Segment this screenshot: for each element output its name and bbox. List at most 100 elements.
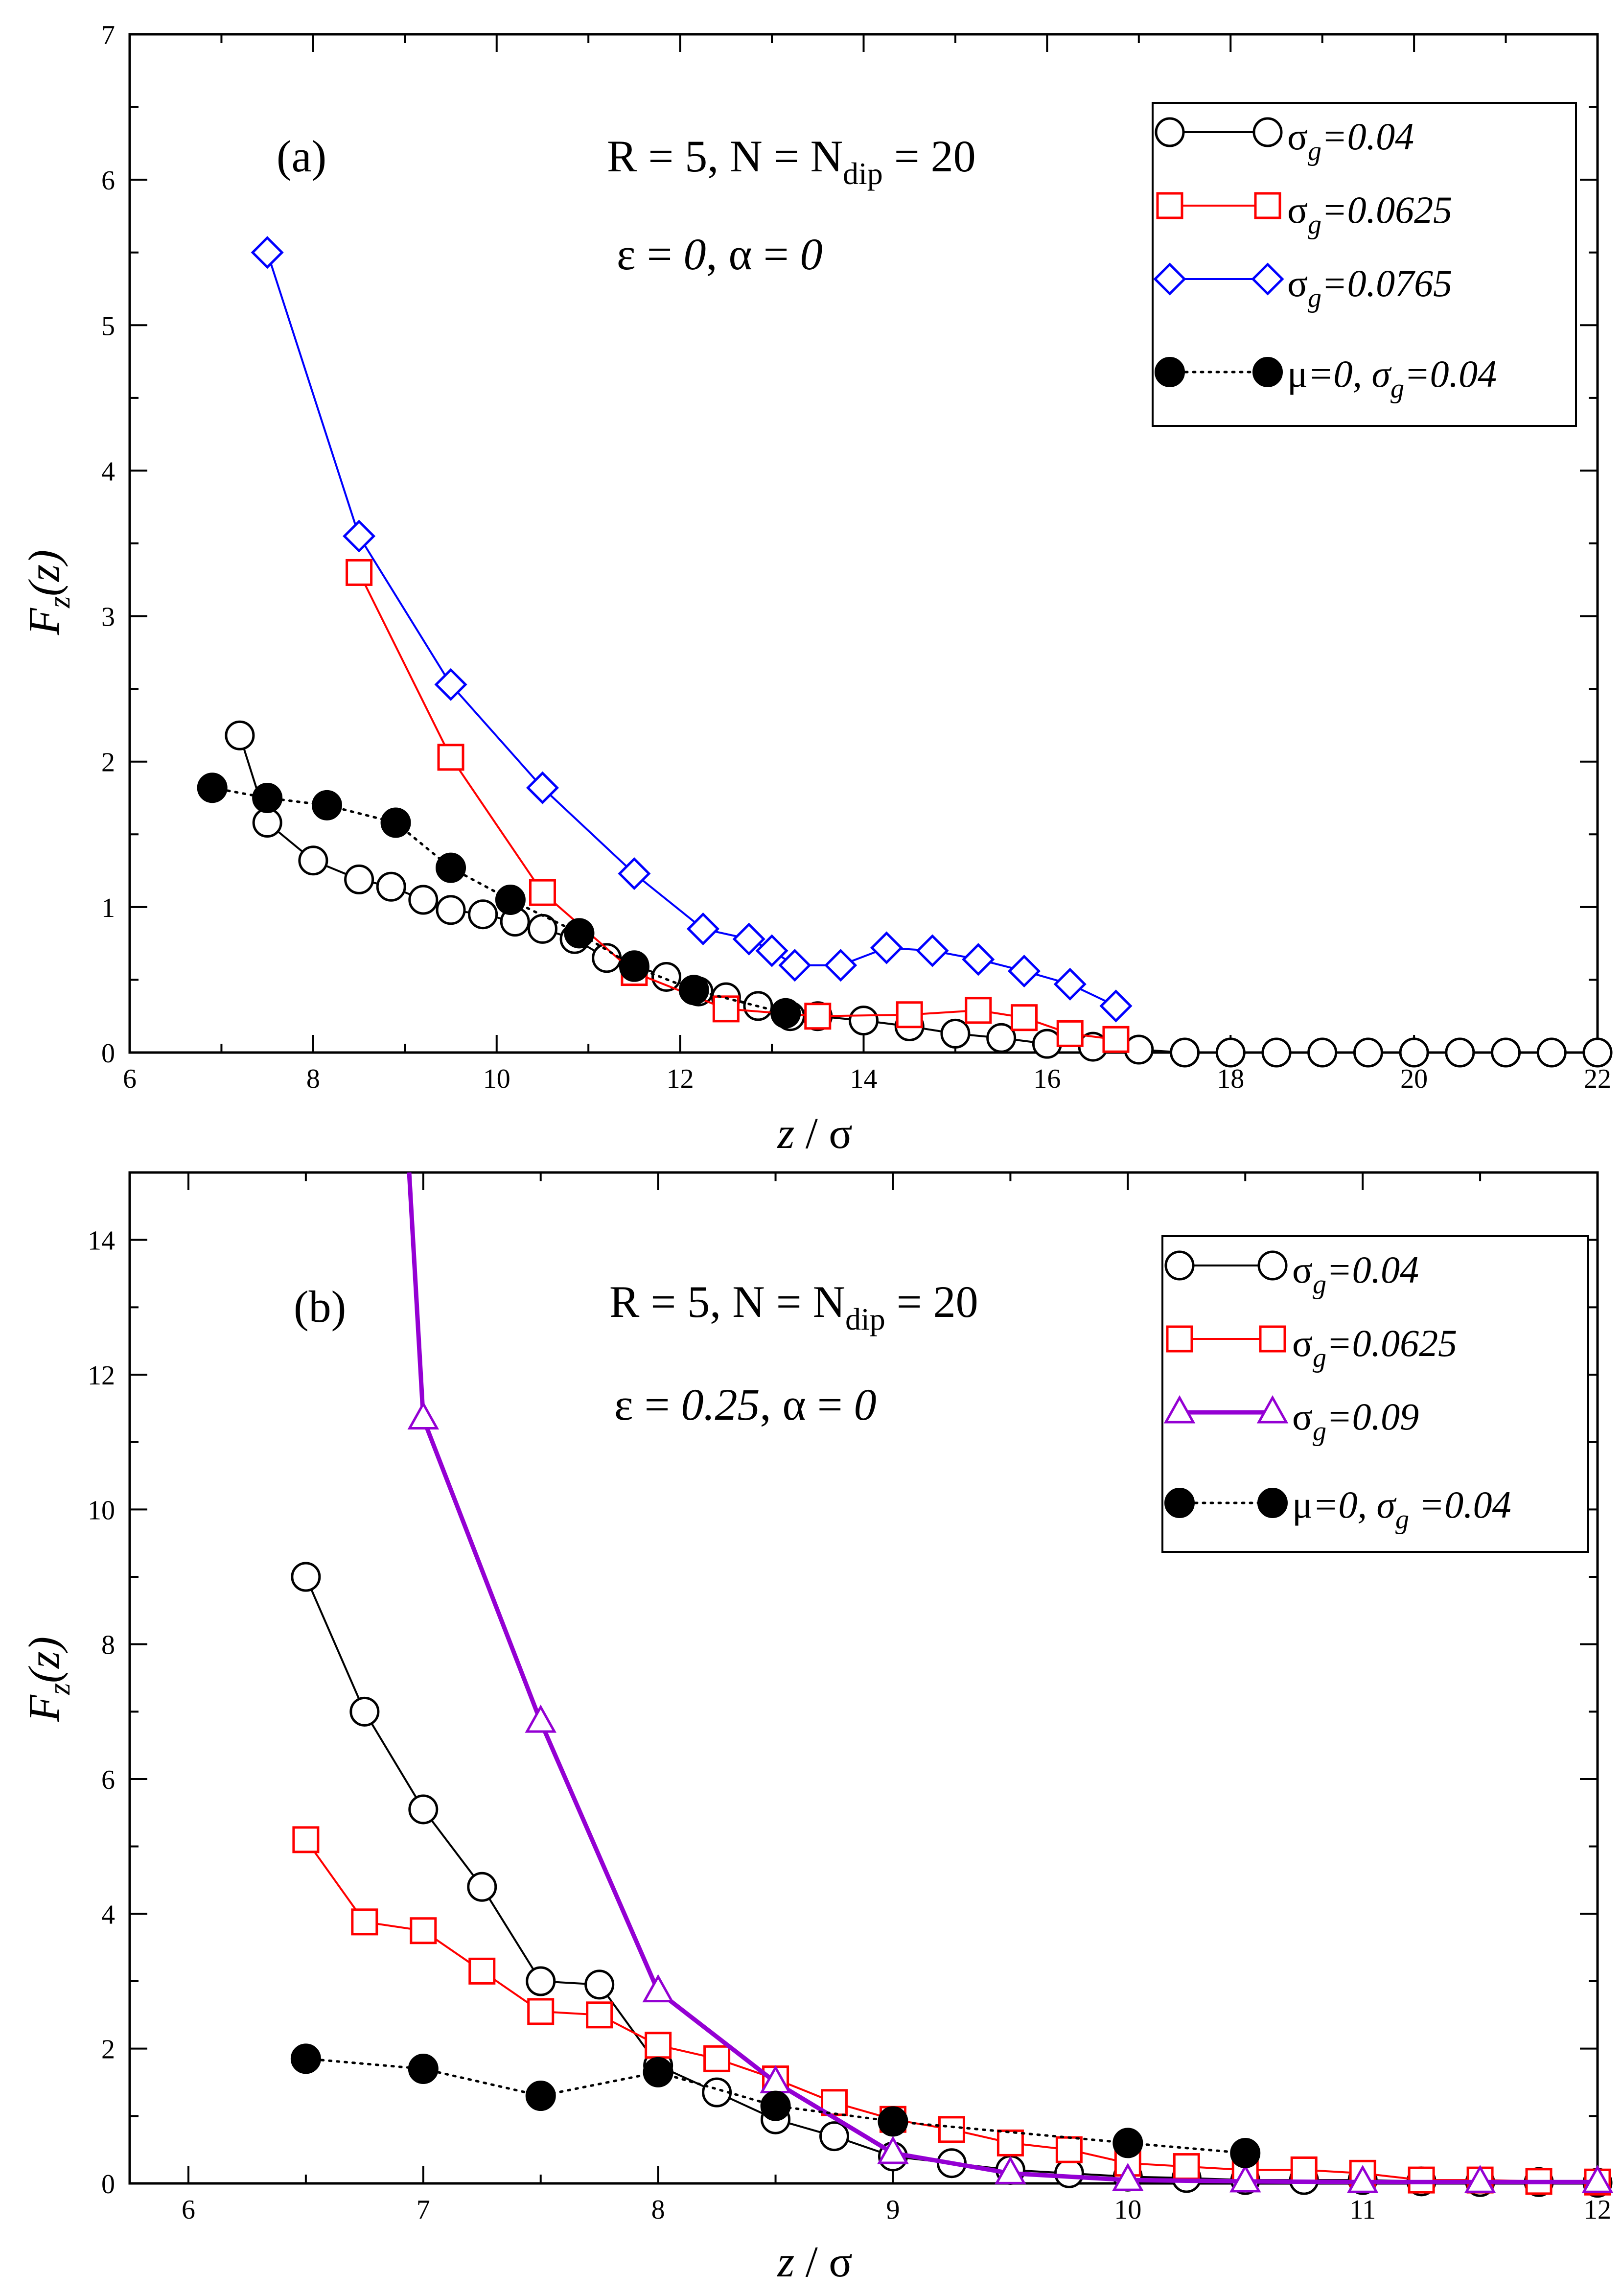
data-point <box>351 1908 378 1936</box>
data-point <box>1055 2136 1083 2163</box>
x-tick-label: 9 <box>886 2195 900 2225</box>
y-tick-label: 2 <box>101 748 115 778</box>
legend-marker <box>1155 117 1185 147</box>
data-point <box>408 1794 439 1825</box>
data-point <box>755 934 788 967</box>
annotation-line2-a: ε = 0, α = 0 <box>617 229 823 279</box>
data-point <box>290 2043 321 2074</box>
data-point <box>1261 1037 1292 1068</box>
data-point <box>343 519 376 553</box>
data-point <box>468 899 498 930</box>
y-tick-label: 0 <box>101 1038 115 1069</box>
data-point <box>1491 1037 1521 1068</box>
legend-swatch-0 <box>1164 1250 1288 1281</box>
annotation-line2-b: ε = 0.25, α = 0 <box>614 1380 877 1429</box>
data-point <box>804 1003 832 1030</box>
data-point <box>686 912 720 945</box>
x-tick-label: 7 <box>417 2195 430 2225</box>
x-tick-label: 16 <box>1033 1064 1061 1094</box>
data-point <box>1112 2128 1143 2158</box>
legend-box-a <box>1152 102 1577 427</box>
legend-label-a-1: σg=0.0625 <box>1287 188 1452 240</box>
x-axis-label-a: z / σ <box>776 1109 853 1158</box>
x-tick-label: 20 <box>1400 1064 1428 1094</box>
data-point <box>564 918 595 949</box>
x-tick-label: 18 <box>1217 1064 1244 1094</box>
data-point <box>995 2156 1026 2184</box>
x-tick-label: 6 <box>123 1064 137 1094</box>
data-point <box>437 744 464 771</box>
y-tick-label: 4 <box>101 456 115 487</box>
data-point <box>311 790 342 820</box>
annotation-line1-a: R = 5, N = Ndip = 20 <box>607 131 976 191</box>
data-point <box>1307 1037 1338 1068</box>
y-tick-label: 0 <box>101 2169 115 2200</box>
legend-swatch-3 <box>1164 1488 1288 1518</box>
data-point <box>770 998 801 1029</box>
y-tick-label: 8 <box>101 1630 115 1661</box>
data-point <box>940 1018 971 1049</box>
legend-marker <box>1257 1488 1288 1518</box>
annotation-line1-b: R = 5, N = Ndip = 20 <box>609 1277 978 1336</box>
data-point <box>702 2077 732 2108</box>
legend-marker <box>1164 1488 1195 1518</box>
data-point <box>1215 1037 1246 1068</box>
data-point <box>526 771 559 804</box>
x-axis-label-b: z / σ <box>776 2238 853 2286</box>
data-point <box>468 1957 496 1985</box>
legend-a: σg=0.04 σg=0.0625 σg=0.0765 μ=0, σg=0.04 <box>1152 102 1577 427</box>
data-point <box>291 1562 321 1592</box>
data-point <box>225 720 255 750</box>
legend-swatches-b <box>1163 1250 1289 1518</box>
data-point <box>896 1001 923 1029</box>
data-point <box>1007 955 1041 988</box>
data-point <box>1170 1037 1200 1068</box>
data-point <box>878 2106 908 2137</box>
data-point <box>1464 2165 1496 2193</box>
ticks-b: 6 7 8 9 10 11 12 0 2 4 6 8 10 12 14 <box>88 1172 1611 2225</box>
data-point <box>197 773 228 803</box>
panel-tag-b: (b) <box>294 1282 346 1332</box>
data-point <box>467 1872 497 1902</box>
series-line <box>407 1172 1598 2184</box>
data-point <box>408 2053 439 2084</box>
x-tick-label: 10 <box>1114 2195 1141 2225</box>
legend-marker <box>1156 192 1183 219</box>
series-2 <box>407 1172 1614 2193</box>
series-line <box>266 252 1116 1007</box>
legend-box-b <box>1161 1235 1589 1553</box>
y-tick-label: 14 <box>88 1226 115 1256</box>
series-line <box>211 786 787 1015</box>
series-b <box>290 1172 1614 2198</box>
data-point <box>527 1998 555 2025</box>
series-line <box>358 572 1116 1041</box>
data-point <box>527 914 557 944</box>
data-point <box>1056 1020 1084 1047</box>
data-point <box>1112 2163 1144 2191</box>
data-point <box>586 2001 613 2029</box>
legend-label-a-0: σg=0.04 <box>1287 115 1414 166</box>
data-point <box>962 943 995 976</box>
data-point <box>1102 1026 1130 1053</box>
data-point <box>645 2032 672 2059</box>
data-point <box>251 236 284 269</box>
legend-label-b-1: σg=0.0625 <box>1292 1322 1457 1373</box>
data-point <box>376 871 406 902</box>
data-point <box>298 845 328 876</box>
data-point <box>703 2045 731 2072</box>
x-tick-label: 22 <box>1584 1064 1611 1094</box>
legend-marker <box>1153 262 1186 296</box>
data-point <box>651 961 682 992</box>
data-point <box>349 1696 380 1727</box>
legend-swatch-1 <box>1156 192 1281 219</box>
legend-marker <box>1254 192 1281 219</box>
data-point <box>996 2129 1024 2156</box>
legend-marker <box>1166 1325 1193 1353</box>
data-point <box>678 975 709 1006</box>
data-point <box>525 1704 556 1733</box>
legend-marker <box>1256 1395 1289 1424</box>
data-point <box>619 951 649 982</box>
